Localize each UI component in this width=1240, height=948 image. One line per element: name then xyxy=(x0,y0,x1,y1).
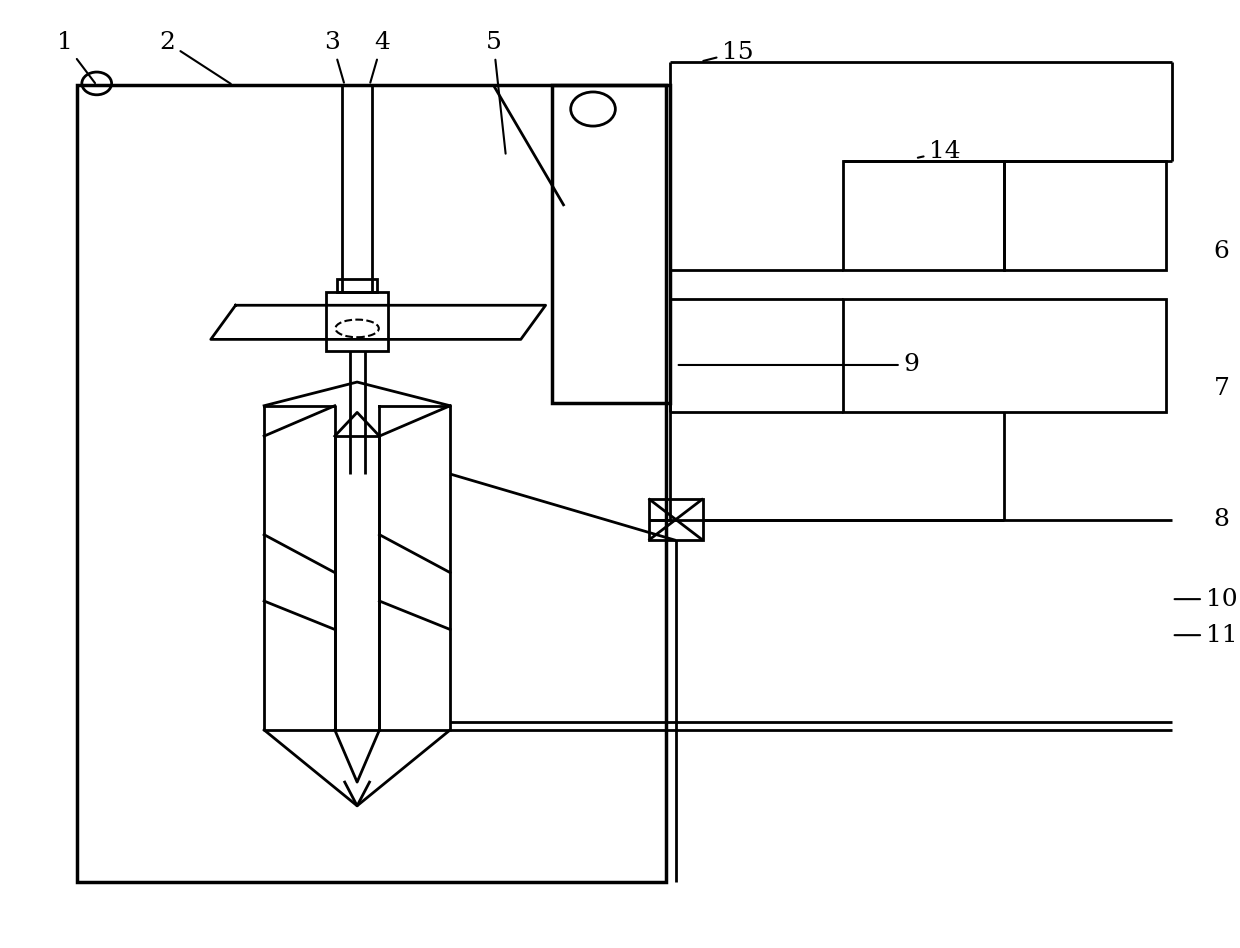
Text: 15: 15 xyxy=(703,41,754,64)
Text: 11: 11 xyxy=(1174,624,1238,647)
Text: 9: 9 xyxy=(678,354,919,376)
Text: 14: 14 xyxy=(918,140,961,163)
Text: 4: 4 xyxy=(371,31,389,82)
Text: 1: 1 xyxy=(57,31,95,83)
Text: 6: 6 xyxy=(1214,240,1229,263)
Text: 3: 3 xyxy=(325,31,343,82)
Text: 8: 8 xyxy=(1214,508,1229,531)
Text: 7: 7 xyxy=(1214,377,1229,400)
Text: 5: 5 xyxy=(486,31,506,154)
Text: 10: 10 xyxy=(1174,588,1238,611)
Text: 2: 2 xyxy=(160,31,231,83)
